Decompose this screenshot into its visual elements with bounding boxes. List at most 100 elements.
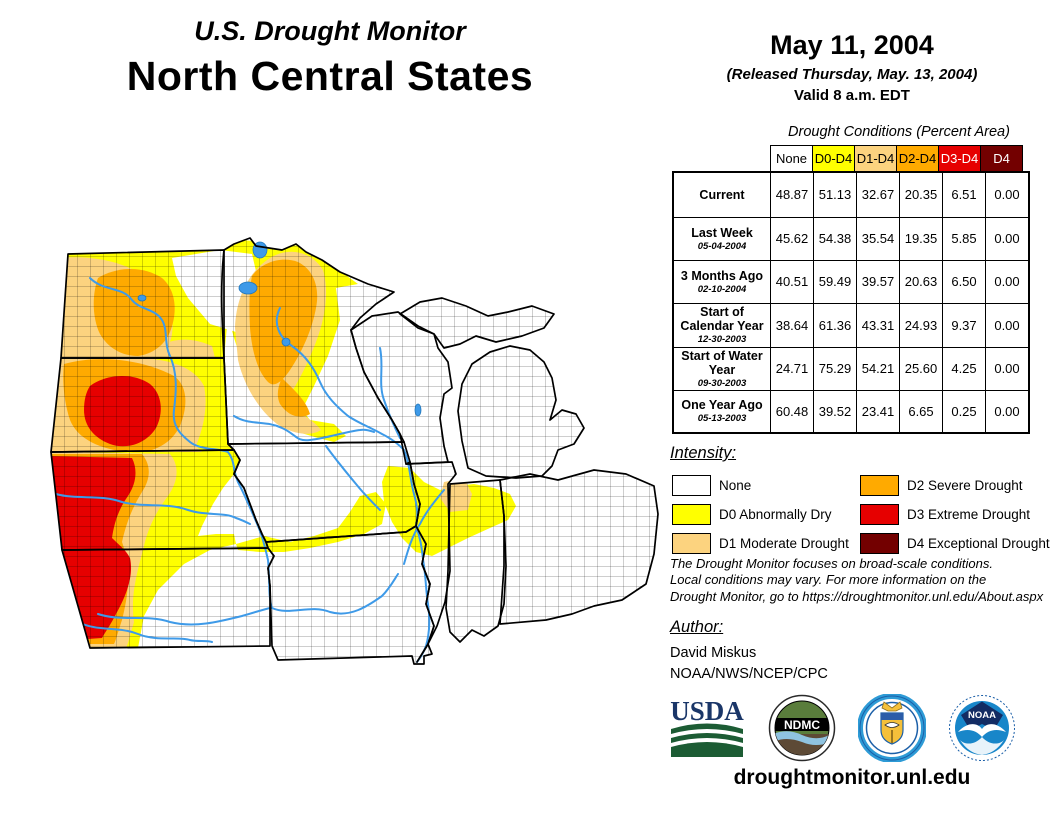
table-cell: 9.37 — [942, 302, 986, 348]
intensity-legend: Intensity: None D0 Abnormally Dry D1 Mod… — [666, 444, 1054, 558]
agency-logos: USDA NDMC — [668, 694, 1016, 762]
author-title: Author: — [670, 618, 724, 636]
swatch-d3 — [860, 504, 899, 525]
noaa-text: NOAA — [968, 710, 996, 721]
usda-logo: USDA — [670, 696, 744, 757]
legend-label: D2 Severe Drought — [907, 478, 1023, 493]
date-block: May 11, 2004 (Released Thursday, May. 13… — [676, 30, 1028, 104]
lakes — [137, 241, 422, 417]
swatch-d4 — [860, 533, 899, 554]
col-header-d3d4: D3-D4 — [938, 145, 981, 172]
table-cell: 23.41 — [856, 389, 900, 434]
col-header-d2d4: D2-D4 — [896, 145, 939, 172]
author-org: NOAA/NWS/NCEP/CPC — [670, 666, 828, 682]
table-title: Drought Conditions (Percent Area) — [788, 124, 1010, 140]
table-cell: 54.21 — [856, 346, 900, 391]
table-cell: 39.52 — [813, 389, 857, 434]
legend-label: D3 Extreme Drought — [907, 507, 1031, 522]
table-cell: 20.63 — [899, 259, 943, 304]
header: U.S. Drought Monitor North Central State… — [0, 16, 660, 100]
row-label: One Year Ago — [681, 398, 763, 413]
drought-map — [38, 236, 670, 691]
map-date: May 11, 2004 — [770, 30, 934, 60]
row-date: 02-10-2004 — [697, 283, 747, 295]
swatch-d2 — [860, 475, 899, 496]
seagull-icon — [958, 724, 1006, 737]
lake-winnebago — [414, 403, 422, 417]
table-row: One Year Ago 05-13-2003 60.48 39.52 23.4… — [672, 389, 1030, 434]
table-cell: 25.60 — [899, 346, 943, 391]
legend-title: Intensity: — [670, 444, 737, 462]
mississippi-river — [275, 307, 431, 663]
table-row: Last Week 05-04-2004 45.62 54.38 35.54 1… — [672, 216, 1030, 261]
disclaimer-line: Drought Monitor, go to https://droughtmo… — [670, 588, 1044, 604]
legend-item-d1: D1 Moderate Drought — [666, 529, 854, 558]
drought-conditions-table: Current 48.87 51.13 32.67 20.35 6.51 0.0… — [672, 171, 1030, 434]
legend-label: None — [719, 478, 752, 493]
col-header-d0d4: D0-D4 — [812, 145, 855, 172]
valid-time: Valid 8 a.m. EDT — [794, 87, 910, 104]
row-label: Current — [699, 187, 745, 202]
table-cell: 19.35 — [899, 216, 943, 261]
legend-label: D0 Abnormally Dry — [719, 507, 832, 522]
missouri-river — [89, 277, 399, 615]
table-cell: 43.31 — [856, 302, 900, 348]
table-cell: 6.65 — [899, 389, 943, 434]
table-cell: 54.38 — [813, 216, 857, 261]
disclaimer-line: Local conditions may vary. For more info… — [670, 572, 987, 588]
table-cell: 0.00 — [985, 216, 1030, 261]
author-block: Author: David Miskus NOAA/NWS/NCEP/CPC — [670, 618, 828, 682]
table-cell: 0.00 — [985, 302, 1030, 348]
ndmc-text: NDMC — [784, 718, 820, 732]
legend-item-d3: D3 Extreme Drought — [854, 500, 1054, 529]
legend-item-d0: D0 Abnormally Dry — [666, 500, 854, 529]
usda-text: USDA — [670, 696, 744, 726]
ndmc-logo: NDMC — [768, 694, 836, 762]
table-cell: 51.13 — [813, 171, 857, 218]
table-cell: 6.50 — [942, 259, 986, 304]
row-label: Last Week — [691, 225, 753, 240]
platte-river — [55, 493, 251, 525]
table-cell: 61.36 — [813, 302, 857, 348]
table-cell: 24.93 — [899, 302, 943, 348]
table-cell: 59.49 — [813, 259, 857, 304]
author-name: David Miskus — [670, 645, 757, 661]
legend-item-none: None — [666, 471, 854, 500]
table-cell: 32.67 — [856, 171, 900, 218]
legend-item-d4: D4 Exceptional Drought — [854, 529, 1054, 558]
legend-label: D4 Exceptional Drought — [907, 536, 1050, 551]
table-cell: 35.54 — [856, 216, 900, 261]
kansas-river — [97, 607, 271, 626]
table-cell: 60.48 — [770, 389, 814, 434]
row-date: 05-13-2003 — [697, 413, 747, 425]
mille-lacs-lake — [281, 337, 291, 347]
minnesota-river — [233, 415, 375, 442]
table-cell: 48.87 — [770, 171, 814, 218]
red-lake — [238, 281, 258, 295]
row-date: 09-30-2003 — [697, 377, 747, 389]
disclaimer-line: The Drought Monitor focuses on broad-sca… — [670, 556, 994, 571]
legend-label: D1 Moderate Drought — [719, 536, 849, 551]
commerce-seal — [858, 694, 926, 762]
row-date: 05-04-2004 — [697, 240, 747, 252]
eagle-icon — [881, 701, 903, 712]
table-cell: 0.25 — [942, 389, 986, 434]
arkansas-river — [77, 621, 213, 643]
des-moines-river — [325, 445, 381, 511]
table-cell: 4.25 — [942, 346, 986, 391]
table-row: Current 48.87 51.13 32.67 20.35 6.51 0.0… — [672, 171, 1030, 218]
release-date: (Released Thursday, May. 13, 2004) — [726, 66, 978, 83]
table-cell: 6.51 — [942, 171, 986, 218]
table-cell: 5.85 — [942, 216, 986, 261]
table-cell: 0.00 — [985, 259, 1030, 304]
col-header-d1d4: D1-D4 — [854, 145, 897, 172]
website-url: droughtmonitor.unl.edu — [733, 766, 971, 789]
swatch-d0 — [672, 504, 711, 525]
report-supertitle: U.S. Drought Monitor — [194, 16, 466, 46]
col-header-d4: D4 — [980, 145, 1023, 172]
noaa-logo: NOAA — [949, 695, 1015, 761]
map-svg — [50, 237, 659, 665]
table-cell: 0.00 — [985, 389, 1030, 434]
col-header-none: None — [770, 145, 813, 172]
